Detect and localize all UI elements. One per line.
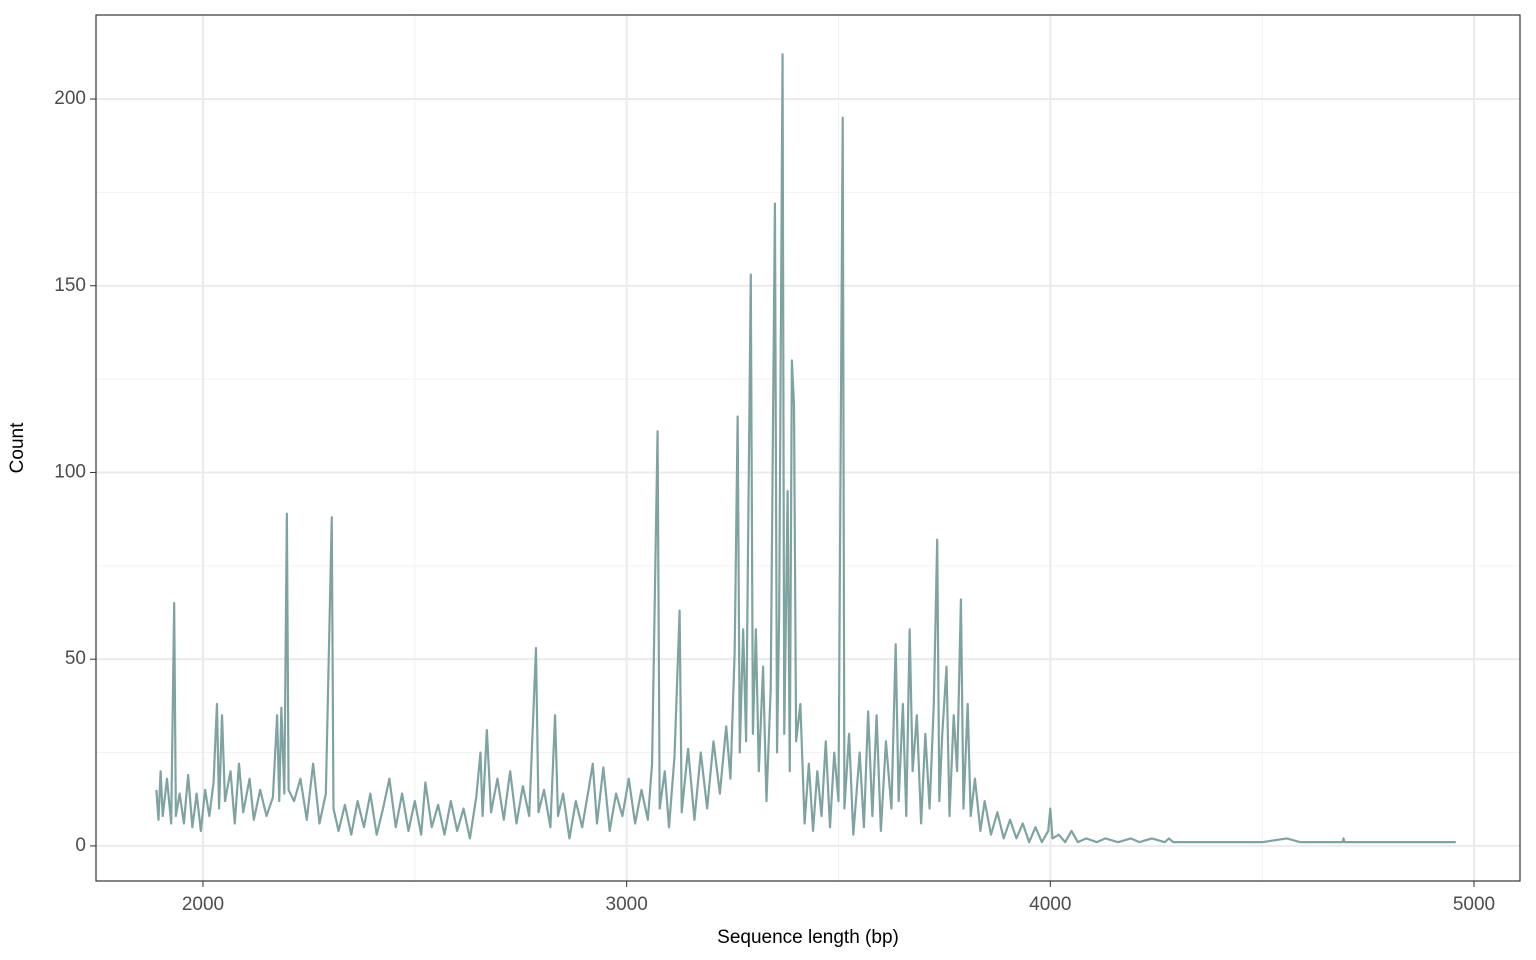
y-tick-label: 150 [54, 275, 86, 296]
y-tick-label: 50 [65, 648, 86, 669]
x-axis-title: Sequence length (bp) [717, 927, 899, 948]
y-axis-title: Count [7, 422, 28, 473]
plot-border [95, 14, 1521, 882]
x-tick-label: 3000 [606, 894, 648, 915]
x-tick-label: 5000 [1453, 894, 1495, 915]
data-line [155, 53, 1456, 844]
plot-background [96, 15, 1520, 881]
y-tick-label: 100 [54, 461, 86, 482]
y-tick-label: 0 [75, 835, 86, 856]
y-tick-label: 200 [54, 88, 86, 109]
x-tick-label: 4000 [1029, 894, 1071, 915]
x-tick-label: 2000 [182, 894, 224, 915]
